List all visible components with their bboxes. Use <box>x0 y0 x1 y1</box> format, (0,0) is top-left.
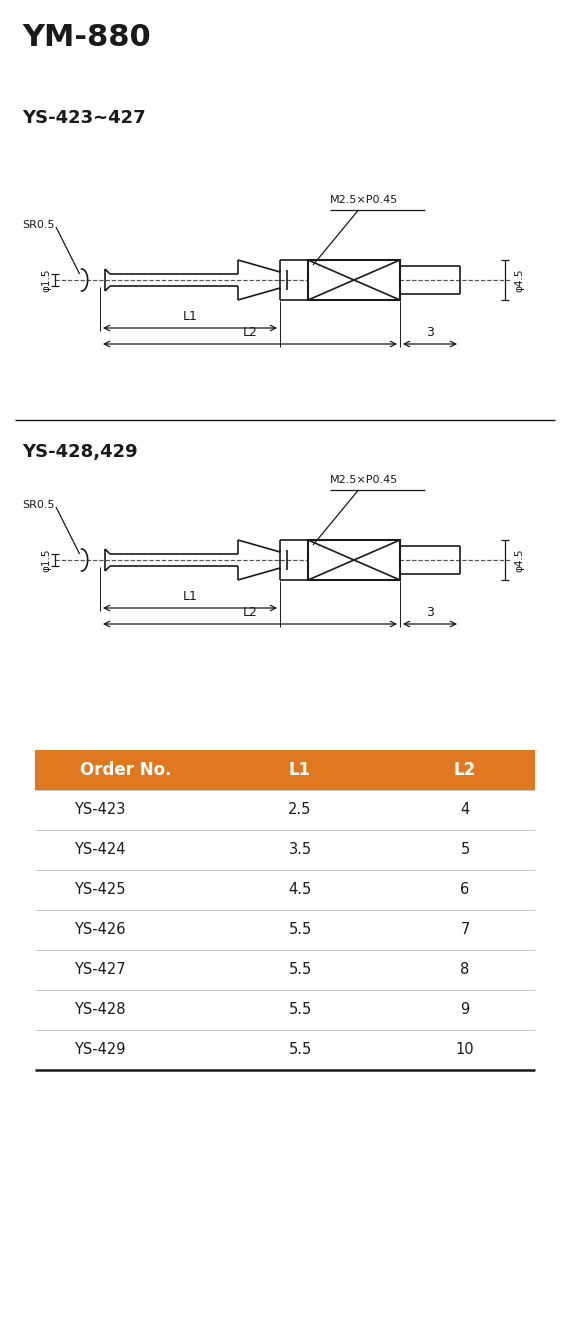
Text: φ1.5: φ1.5 <box>41 549 51 571</box>
Text: φ4.5: φ4.5 <box>514 268 524 292</box>
Text: 4.5: 4.5 <box>288 882 312 897</box>
Text: 5.5: 5.5 <box>288 1003 312 1017</box>
Text: YS-423~427: YS-423~427 <box>22 109 145 127</box>
Text: YS-427: YS-427 <box>74 963 126 977</box>
Text: 5: 5 <box>461 842 470 857</box>
Text: YS-428: YS-428 <box>74 1003 126 1017</box>
Text: 8: 8 <box>461 963 470 977</box>
Bar <box>308 260 400 300</box>
Text: M2.5×P0.45: M2.5×P0.45 <box>330 195 398 206</box>
Text: L1: L1 <box>182 311 197 323</box>
Text: 2.5: 2.5 <box>288 802 312 817</box>
Text: YS-424: YS-424 <box>74 842 126 857</box>
Text: 6: 6 <box>461 882 470 897</box>
Text: φ1.5: φ1.5 <box>41 268 51 292</box>
Text: 4: 4 <box>461 802 470 817</box>
Text: YS-428,429: YS-428,429 <box>22 443 137 461</box>
Text: M2.5×P0.45: M2.5×P0.45 <box>330 475 398 485</box>
Text: φ4.5: φ4.5 <box>514 549 524 571</box>
Text: 7: 7 <box>461 922 470 937</box>
Text: YM-880: YM-880 <box>22 24 150 52</box>
Text: L1: L1 <box>289 761 311 780</box>
Text: 3.5: 3.5 <box>288 842 312 857</box>
Text: 5.5: 5.5 <box>288 1043 312 1057</box>
Text: L2: L2 <box>243 327 258 339</box>
Bar <box>308 539 400 579</box>
Text: 10: 10 <box>455 1043 474 1057</box>
Text: L2: L2 <box>243 606 258 619</box>
Text: Order No.: Order No. <box>80 761 172 780</box>
Text: YS-426: YS-426 <box>74 922 126 937</box>
Text: 9: 9 <box>461 1003 470 1017</box>
Text: YS-425: YS-425 <box>74 882 126 897</box>
Text: L2: L2 <box>454 761 476 780</box>
Text: YS-423: YS-423 <box>74 802 126 817</box>
Text: L1: L1 <box>182 590 197 603</box>
Text: 5.5: 5.5 <box>288 963 312 977</box>
Text: YS-429: YS-429 <box>74 1043 126 1057</box>
Bar <box>35 750 535 790</box>
Text: SR0.5: SR0.5 <box>22 220 55 230</box>
Text: 3: 3 <box>426 606 434 619</box>
Text: 3: 3 <box>426 327 434 339</box>
Text: SR0.5: SR0.5 <box>22 501 55 510</box>
Text: 5.5: 5.5 <box>288 922 312 937</box>
